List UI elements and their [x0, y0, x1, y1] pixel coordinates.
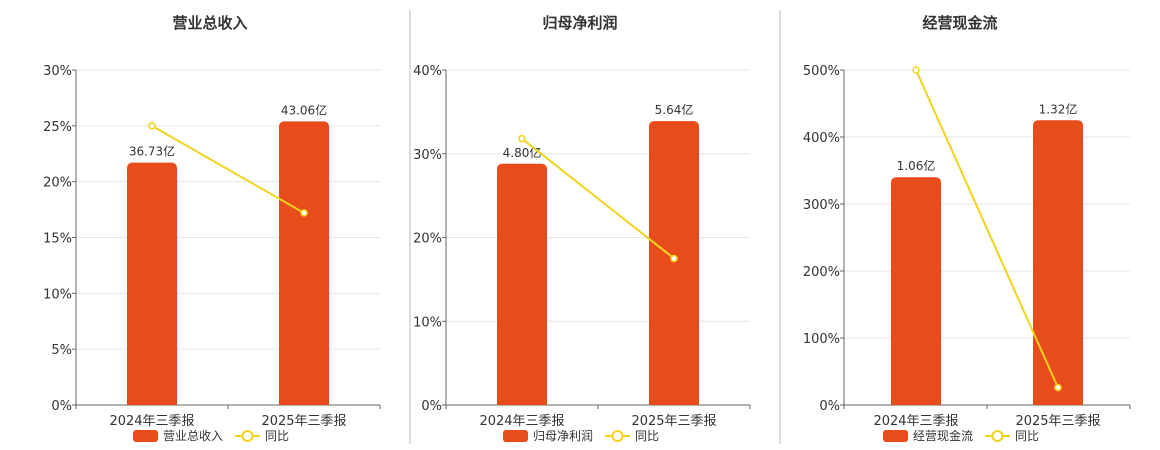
legend: 经营现金流 同比 [883, 428, 1039, 443]
y-tick-label: 0% [51, 399, 72, 414]
y-tick-label: 30% [43, 64, 72, 79]
yoy-line [521, 137, 675, 260]
y-tick-label: 100% [803, 332, 840, 347]
x-tick-label: 2024年三季报 [479, 414, 564, 429]
yoy-point [148, 122, 156, 130]
bar [1033, 120, 1083, 405]
x-tick-label: 2024年三季报 [873, 414, 958, 429]
legend-bar-swatch [503, 430, 528, 442]
yoy-point [670, 254, 678, 263]
legend-bar-swatch [133, 430, 158, 442]
bar-data-label: 1.32亿 [1039, 101, 1078, 116]
yoy-point [518, 134, 526, 143]
y-tick-label: 500% [803, 64, 840, 79]
bar-data-label: 4.80亿 [503, 145, 542, 160]
chart-panel-3: 经营现金流 0% 100% 200% 300% 400% 500% 1.06亿 2024年三季报… [803, 14, 1131, 443]
bar-base [649, 399, 699, 405]
bar-base [279, 399, 329, 405]
bar [279, 121, 329, 405]
legend-line-label: 同比 [265, 429, 289, 443]
y-tick-label: 300% [803, 198, 840, 213]
chart-panel-1: 营业总收入 0% 5% 10% 15% 20% 25% 30% 36.73亿 2024年三季报 43… [43, 14, 381, 443]
x-tick-label: 2024年三季报 [109, 414, 194, 429]
y-tick-label: 25% [43, 120, 72, 135]
bar-data-label: 1.06亿 [897, 158, 936, 173]
x-tick-label: 2025年三季报 [261, 414, 346, 429]
chart-title: 营业总收入 [172, 14, 247, 32]
legend-bar-swatch [883, 430, 908, 442]
y-tick-label: 15% [43, 232, 72, 247]
legend-line-marker [241, 430, 254, 442]
yoy-point [1054, 383, 1062, 392]
bar-data-label: 43.06亿 [281, 102, 327, 117]
y-tick-label: 0% [421, 399, 442, 414]
chart-panel-2: 归母净利润 0% 10% 20% 30% 40% 4.80亿 2024年三季报 5.64亿 202… [413, 14, 751, 443]
chart-title: 归母净利润 [542, 14, 617, 32]
bar-base [891, 399, 941, 405]
legend-line-label: 同比 [635, 429, 659, 443]
y-tick-label: 30% [413, 148, 442, 163]
bar-base [497, 399, 547, 405]
legend-line-marker [611, 430, 624, 442]
bar-data-label: 36.73亿 [129, 144, 175, 159]
y-tick-label: 10% [43, 287, 72, 302]
yoy-line [151, 124, 305, 214]
y-tick-label: 20% [43, 176, 72, 191]
y-tick-label: 400% [803, 131, 840, 146]
yoy-point [300, 209, 308, 217]
legend: 营业总收入 同比 [133, 429, 289, 443]
legend-bar-label: 归母净利润 [533, 429, 593, 443]
legend-bar-label: 经营现金流 [913, 428, 973, 443]
x-tick-label: 2025年三季报 [1015, 414, 1100, 429]
y-tick-label: 40% [413, 64, 442, 79]
chart-title: 经营现金流 [922, 14, 997, 32]
bar-base [127, 399, 177, 405]
legend-line-label: 同比 [1015, 429, 1039, 443]
legend-bar-label: 营业总收入 [163, 429, 223, 443]
bar-base [1033, 399, 1083, 405]
bar [649, 121, 699, 406]
bar-data-label: 5.64亿 [655, 102, 694, 117]
legend: 归母净利润 同比 [503, 429, 659, 443]
bar [891, 177, 941, 405]
bar [127, 162, 177, 405]
yoy-point [912, 66, 920, 74]
bar [497, 163, 547, 405]
y-tick-label: 0% [819, 399, 840, 414]
legend-line-marker [991, 430, 1004, 442]
y-tick-label: 20% [413, 232, 442, 247]
yoy-line [915, 69, 1059, 388]
x-tick-label: 2025年三季报 [631, 414, 716, 429]
y-tick-label: 5% [51, 343, 72, 358]
y-tick-label: 10% [413, 315, 442, 330]
y-tick-label: 200% [803, 265, 840, 280]
